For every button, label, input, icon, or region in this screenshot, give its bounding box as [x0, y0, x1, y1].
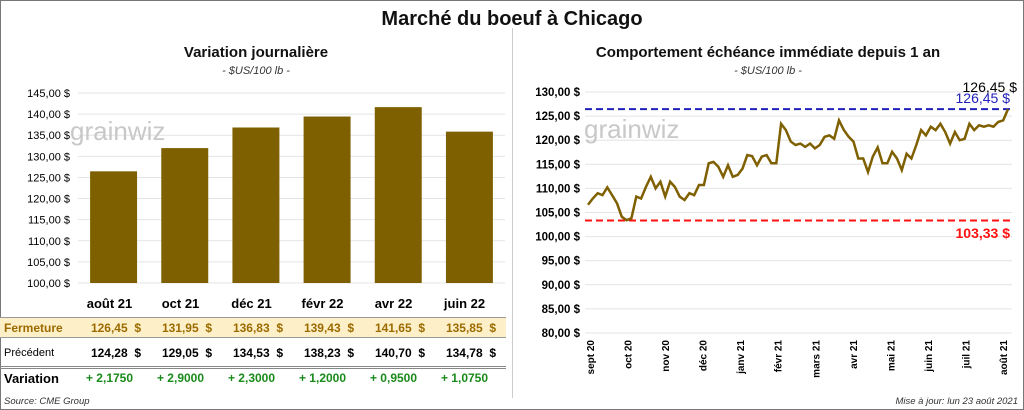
page-title: Marché du boeuf à Chicago: [381, 8, 643, 30]
column-header: oct 21: [161, 296, 200, 311]
table-row-fermeture: Fermeture 126,45 $ 131,95 $ 136,83 $ 139,43 …: [0, 317, 506, 338]
column-header: août 21: [86, 296, 133, 311]
x-tick-label: avr 21: [849, 340, 860, 369]
y-tick-label: 125,00 $: [535, 111, 580, 123]
y-tick-label: 115,00 $: [536, 159, 581, 171]
x-tick-label: févr 21: [774, 340, 785, 373]
high-label: 126,45 $: [956, 90, 1011, 106]
table-cell: 134,78 $: [445, 345, 496, 360]
y-tick-label: 90,00 $: [542, 280, 581, 292]
last-value-label: 126,45 $: [963, 79, 1018, 95]
line-chart: 80,00 $ 85,00 $ 90,00 $ 95,00 $ 100,00 $ 105,…: [535, 79, 1018, 378]
y-tick-label: 125,00 $: [27, 172, 70, 184]
y-tick-label: 110,00 $: [28, 236, 70, 248]
table-cell: 124,28 $: [90, 345, 141, 360]
table-cell: 138,23 $: [303, 345, 354, 360]
x-tick-label: juil 21: [961, 340, 972, 370]
x-tick-label: oct 20: [624, 340, 635, 369]
table-cell: + 2,3000: [227, 371, 276, 385]
watermark-logo: grainwiz: [584, 114, 679, 144]
right-subtitle: Comportement échéance immédiate depuis 1…: [595, 44, 941, 61]
table-cell: 129,05 $: [161, 345, 212, 360]
right-unit: - $US/100 lb -: [734, 65, 802, 77]
x-tick-label: déc 20: [699, 340, 710, 372]
bar-chart: 100,00 $ 105,00 $ 110,00 $ 115,00 $ 120,00 $…: [27, 88, 505, 290]
y-tick-label: 115,00 $: [28, 215, 70, 227]
table-cell: + 0,9500: [369, 371, 418, 385]
column-header: juin 22: [443, 296, 486, 311]
y-tick-label: 140,00 $: [27, 109, 70, 121]
x-tick-label: août 21: [999, 340, 1010, 375]
x-tick-label: janv 21: [736, 340, 747, 375]
table-cell: + 2,1750: [85, 371, 134, 385]
y-tick-label: 145,00 $: [27, 88, 70, 100]
x-tick-label: sept 20: [586, 340, 597, 375]
table-cell: + 1,0750: [440, 371, 489, 385]
source-note: Source: CME Group: [4, 396, 90, 407]
update-note: Mise à jour: lun 23 août 2021: [895, 396, 1018, 407]
y-tick-label: 130,00 $: [535, 87, 580, 99]
table-cell: + 1,2000: [298, 371, 347, 385]
y-tick-label: 130,00 $: [27, 151, 70, 163]
bar: [374, 107, 422, 283]
watermark-logo: grainwiz: [70, 116, 165, 146]
table-cell: 140,70 $: [374, 345, 425, 360]
bar: [303, 116, 351, 283]
column-header: déc 21: [231, 296, 272, 311]
low-label: 103,33 $: [956, 225, 1011, 241]
table-cell: 139,43 $: [303, 320, 354, 335]
bar: [232, 127, 280, 283]
y-tick-label: 95,00 $: [542, 256, 581, 268]
column-header: avr 22: [374, 296, 413, 311]
row-label: Variation: [4, 370, 59, 386]
y-tick-label: 120,00 $: [27, 194, 70, 206]
left-unit: - $US/100 lb -: [222, 65, 290, 77]
y-tick-label: 105,00 $: [535, 208, 580, 220]
bar: [445, 131, 493, 283]
table-cell: 126,45 $: [90, 320, 141, 335]
table-cell: + 2,9000: [156, 371, 205, 385]
column-header: févr 22: [301, 296, 344, 311]
price-line: [587, 108, 1010, 222]
y-tick-label: 110,00 $: [536, 183, 581, 195]
row-label: Fermeture: [4, 320, 63, 335]
y-tick-label: 105,00 $: [27, 257, 70, 269]
table-cell: 136,83 $: [232, 320, 283, 335]
table-cell: 131,95 $: [161, 320, 212, 335]
y-tick-label: 85,00 $: [542, 304, 581, 316]
table-row-precedent: Précédent 124,28 $ 129,05 $ 134,53 $ 138,23 …: [0, 342, 506, 363]
y-tick-label: 135,00 $: [27, 130, 70, 142]
x-tick-label: mai 21: [886, 340, 897, 372]
x-tick-label: nov 20: [661, 340, 672, 372]
y-tick-label: 120,00 $: [535, 135, 580, 147]
bar: [161, 148, 209, 283]
panel-divider: [512, 28, 513, 398]
table-cell: 141,65 $: [374, 320, 425, 335]
table-row-variation: Variation + 2,1750 + 2,9000 + 2,3000 + 1,200…: [0, 366, 506, 387]
y-tick-label: 100,00 $: [535, 232, 580, 244]
y-tick-label: 80,00 $: [542, 328, 581, 340]
x-tick-label: juin 21: [924, 340, 935, 373]
y-tick-label: 100,00 $: [27, 278, 70, 290]
x-tick-label: mars 21: [811, 340, 822, 378]
table-cell: 134,53 $: [232, 345, 283, 360]
bar: [90, 171, 138, 283]
table-header-row: août 21 oct 21 déc 21 févr 22 avr 22 juin 22: [0, 293, 506, 314]
row-label: Précédent: [4, 346, 55, 359]
left-subtitle: Variation journalière: [183, 44, 329, 61]
table-cell: 135,85 $: [445, 320, 496, 335]
